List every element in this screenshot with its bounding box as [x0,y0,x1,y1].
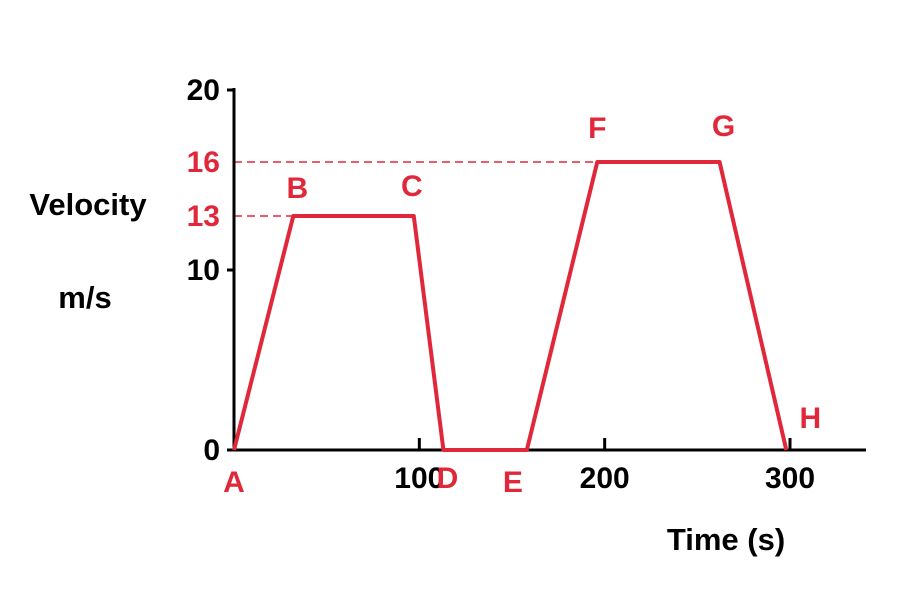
point-label: E [503,466,523,499]
point-label: H [799,402,821,435]
point-label: B [286,172,308,205]
y-axis-label: Velocity [29,187,147,222]
y-tick-label: 20 [187,74,220,107]
x-tick-label: 300 [765,462,815,495]
reference-label: 13 [187,200,220,233]
x-tick-label: 200 [580,462,630,495]
y-axis-label: m/s [58,280,111,315]
x-axis-label: Time (s) [667,522,785,557]
point-label: G [712,110,735,143]
velocity-line [232,160,789,452]
reference-label: 16 [187,146,220,179]
x-tick-label: 100 [394,462,444,495]
point-label: D [437,462,459,495]
y-tick-label: 10 [187,254,220,287]
point-label: A [223,466,245,499]
y-tick-label: 0 [203,434,220,467]
point-label: C [401,170,423,203]
point-label: F [588,112,606,145]
